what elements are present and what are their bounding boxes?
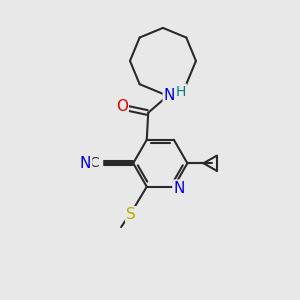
Text: C: C <box>89 156 99 170</box>
Text: O: O <box>116 99 128 114</box>
Text: N: N <box>173 181 185 196</box>
Text: N: N <box>164 88 175 103</box>
Text: N: N <box>80 156 91 171</box>
Text: H: H <box>176 85 186 98</box>
Text: S: S <box>126 207 136 222</box>
